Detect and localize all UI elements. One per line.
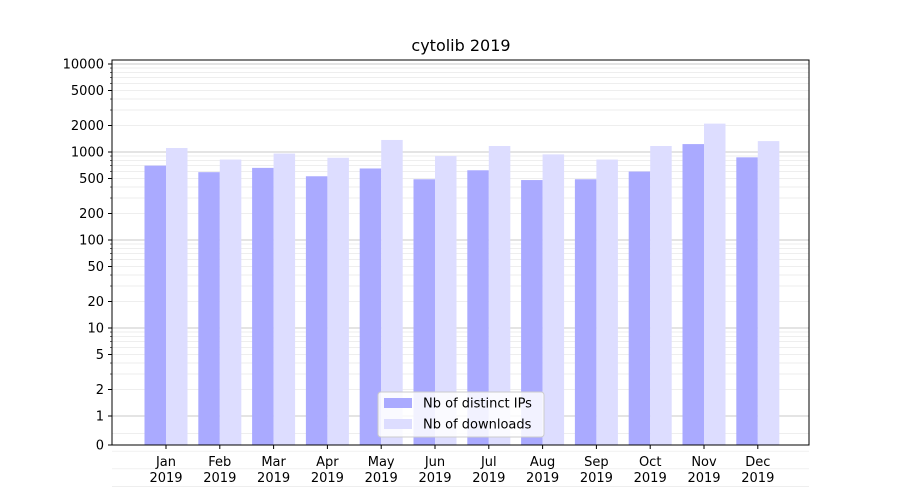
bar-distinct-ips [628,171,651,445]
x-tick-label-month: May [368,455,395,470]
y-tick-label: 5 [96,348,104,363]
bar-distinct-ips [521,180,543,445]
bar-distinct-ips [198,172,220,445]
y-tick-label: 10000 [63,58,104,73]
bar-downloads [704,123,726,445]
bar-distinct-ips [359,168,382,445]
x-tick-label-year: 2019 [580,471,613,486]
x-tick-label-year: 2019 [365,471,398,486]
x-tick-label-month: Oct [639,455,661,470]
bar-downloads [273,153,296,446]
bar-distinct-ips [252,167,274,445]
legend: Nb of distinct IPs Nb of downloads [377,391,545,438]
x-tick-label-year: 2019 [687,471,720,486]
x-tick-label-month: Mar [261,455,286,470]
bar-downloads [650,145,672,446]
bar-distinct-ips [736,157,758,445]
bar-distinct-ips [682,144,704,445]
x-tick-label-month: Jan [155,455,176,470]
bar-downloads [488,145,511,446]
x-tick-label-month: Nov [691,455,717,470]
bars [144,123,780,446]
y-tick-label: 2000 [71,119,104,134]
legend-label: Nb of downloads [423,418,532,433]
bar-downloads [542,154,565,445]
y-tick-label: 100 [79,234,104,249]
y-tick-label: 50 [87,260,104,275]
x-tick-label-year: 2019 [418,471,451,486]
y-tick-label: 200 [79,207,104,222]
bar-distinct-ips [574,179,597,445]
y-tick-label: 0 [96,439,104,454]
legend-label: Nb of distinct IPs [423,397,532,412]
bar-distinct-ips [305,176,328,445]
x-tick-label-year: 2019 [472,471,505,486]
x-tick-label-year: 2019 [203,471,236,486]
y-tick-label: 20 [87,295,104,310]
plot-frame [111,59,810,446]
chart-title: cytolib 2019 [411,36,510,55]
y-tick-label: 1 [96,410,104,425]
bar-downloads [435,156,457,445]
x-tick-label-year: 2019 [526,471,559,486]
bar-distinct-ips [467,170,489,445]
bar-distinct-ips [144,165,166,445]
y-tick-label: 2 [96,383,104,398]
bar-distinct-ips [413,179,435,445]
x-tick-label-month: Feb [208,455,231,470]
x-axis: Jan2019Feb2019Mar2019Apr2019May2019Jun20… [149,445,774,486]
x-tick-label-year: 2019 [741,471,774,486]
y-tick-label: 10 [87,322,104,337]
y-axis: 0 1 2 5 10 20 50 100 200 500 1000 2000 5000 10000 [63,58,112,454]
x-tick-label-month: Jun [424,455,445,470]
y-tick-label: 1000 [71,146,104,161]
x-tick-label-year: 2019 [257,471,290,486]
bar-downloads [381,139,403,445]
x-tick-label-month: Sep [584,455,609,470]
bar-downloads [327,157,349,445]
bar-downloads [757,141,780,445]
x-tick-label-year: 2019 [311,471,344,486]
y-tick-label: 500 [79,172,104,187]
y-tick-label: 5000 [71,84,104,99]
x-tick-label-month: Jul [480,455,497,470]
x-tick-label-month: Aug [530,455,555,470]
x-tick-label-month: Dec [745,455,770,470]
x-tick-label-month: Apr [316,455,339,470]
bar-downloads [166,148,188,445]
bar-downloads [219,159,242,445]
x-tick-label-year: 2019 [634,471,667,486]
x-tick-label-year: 2019 [149,471,182,486]
legend-swatch [384,398,412,408]
legend-swatch [384,419,412,429]
legend-box [377,391,545,438]
bar-downloads [596,159,618,445]
